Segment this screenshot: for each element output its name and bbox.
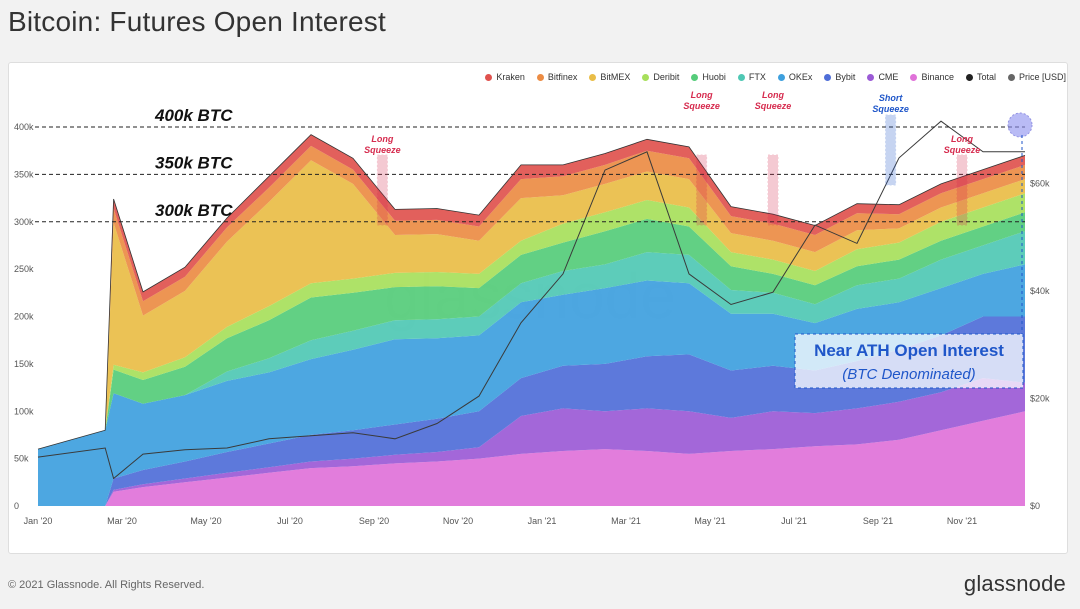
copyright: © 2021 Glassnode. All Rights Reserved. (8, 579, 205, 591)
squeeze-highlight (767, 154, 779, 226)
x-tick-label: Jul '21 (781, 516, 807, 526)
legend-item-bitfinex[interactable]: Bitfinex (536, 72, 578, 82)
y-tick-label: 350k (14, 169, 34, 179)
legend-label: FTX (748, 72, 766, 82)
legend-label: CME (878, 72, 899, 82)
x-tick-label: Jan '20 (24, 516, 53, 526)
legend-dot-icon (589, 73, 597, 81)
legend-label: Price [USD] (1018, 72, 1066, 82)
legend-label: Binance (921, 72, 954, 82)
legend-label: Bybit (835, 72, 856, 82)
y-right-tick-label: $40k (1030, 286, 1050, 296)
total-line (37, 134, 1026, 450)
y-tick-label: 400k (14, 122, 34, 132)
squeeze-label: Long (762, 90, 784, 100)
x-tick-label: Jul '20 (277, 516, 303, 526)
y-tick-label: 200k (14, 312, 34, 322)
legend-item-okex[interactable]: OKEx (777, 72, 813, 82)
legend-dot-icon (910, 73, 918, 81)
squeeze-label: Long (951, 134, 973, 144)
legend-label: Bitfinex (547, 72, 578, 82)
ath-callout-title: Near ATH Open Interest (814, 341, 1004, 360)
x-tick-label: Sep '20 (359, 516, 389, 526)
squeeze-label: Squeeze (872, 104, 909, 114)
legend-dot-icon (642, 73, 650, 81)
y-tick-label: 100k (14, 406, 34, 416)
legend-dot-icon (867, 73, 875, 81)
legend-dot-icon (965, 73, 973, 81)
legend-label: Kraken (496, 72, 525, 82)
x-tick-label: Jan '21 (528, 516, 557, 526)
price-line (37, 120, 1025, 480)
squeeze-label: Short (879, 93, 904, 103)
x-tick-label: Mar '21 (611, 516, 641, 526)
legend-label: OKEx (788, 72, 813, 82)
series-area-cme (38, 378, 1025, 506)
legend-dot-icon (777, 73, 785, 81)
squeeze-highlight (885, 114, 897, 186)
y-tick-label: 0 (14, 501, 19, 511)
legend-dot-icon (536, 73, 544, 81)
squeeze-highlight (696, 154, 708, 226)
squeeze-highlight (956, 154, 968, 226)
series-area-binance (38, 411, 1025, 506)
series-area-okex (38, 264, 1025, 506)
ath-callout-box (794, 333, 1024, 389)
legend-label: BitMEX (600, 72, 631, 82)
legend-item-ftx[interactable]: FTX (737, 72, 766, 82)
y-right-tick-label: $20k (1030, 394, 1050, 404)
legend-dot-icon (1007, 73, 1015, 81)
series-area-bitmex (38, 160, 1025, 450)
ath-marker-icon (1007, 112, 1033, 138)
squeeze-highlight (376, 154, 388, 226)
legend-item-price-usd[interactable]: Price [USD] (1007, 72, 1066, 82)
legend-label: Deribit (653, 72, 680, 82)
legend-item-binance[interactable]: Binance (910, 72, 954, 82)
legend-item-huobi[interactable]: Huobi (691, 72, 726, 82)
legend-item-deribit[interactable]: Deribit (642, 72, 679, 82)
x-tick-label: May '21 (694, 516, 725, 526)
ath-callout-subtitle: (BTC Denominated) (842, 366, 975, 383)
reference-label: 300k BTC (155, 201, 233, 220)
reference-label: 400k BTC (154, 106, 233, 125)
series-area-deribit (38, 193, 1025, 450)
series-area-bybit (38, 316, 1025, 506)
x-tick-label: Mar '20 (107, 516, 137, 526)
legend-item-cme[interactable]: CME (867, 72, 898, 82)
squeeze-label: Long (691, 90, 713, 100)
legend-dot-icon (691, 73, 699, 81)
x-tick-label: Sep '21 (863, 516, 893, 526)
page-title: Bitcoin: Futures Open Interest (8, 6, 386, 37)
legend-label: Huobi (702, 72, 726, 82)
y-tick-label: 50k (14, 454, 29, 464)
legend-dot-icon (824, 73, 832, 81)
y-right-tick-label: $60k (1030, 179, 1050, 189)
legend-dot-icon (737, 73, 745, 81)
squeeze-label: Long (371, 134, 393, 144)
squeeze-label: Squeeze (364, 145, 401, 155)
legend-item-kraken[interactable]: Kraken (485, 72, 525, 82)
legend-item-bybit[interactable]: Bybit (824, 72, 855, 82)
legend-label: Total (976, 72, 996, 82)
y-tick-label: 300k (14, 217, 34, 227)
legend-dot-icon (485, 73, 493, 81)
legend-item-total[interactable]: Total (965, 72, 996, 82)
squeeze-label: Squeeze (755, 101, 792, 111)
legend-item-bitmex[interactable]: BitMEX (589, 72, 630, 82)
reference-label: 350k BTC (155, 153, 233, 172)
y-right-tick-label: $0 (1030, 501, 1040, 511)
y-tick-label: 150k (14, 359, 34, 369)
series-area-huobi (38, 212, 1025, 450)
brand-logo: glassnode (963, 571, 1066, 596)
chart-legend: Kraken Bitfinex BitMEX Deribit Huobi FTX OKEx B… (485, 72, 1066, 82)
y-tick-label: 250k (14, 264, 34, 274)
x-tick-label: Nov '21 (947, 516, 977, 526)
x-tick-label: Nov '20 (443, 516, 473, 526)
squeeze-label: Squeeze (944, 145, 981, 155)
squeeze-label: Squeeze (683, 101, 720, 111)
x-tick-label: May '20 (190, 516, 221, 526)
